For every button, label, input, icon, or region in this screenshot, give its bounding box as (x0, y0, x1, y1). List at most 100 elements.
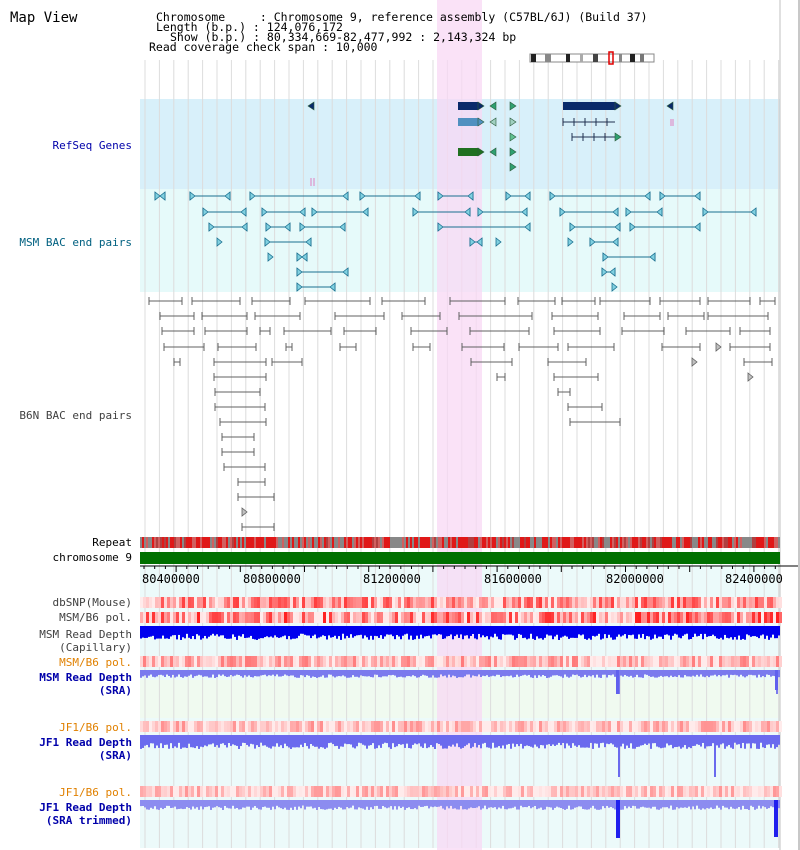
depth-bar (670, 735, 672, 745)
depth-bar (500, 626, 502, 640)
heat-cell (494, 656, 497, 667)
depth-bar (256, 670, 258, 677)
heat-cell (755, 656, 758, 667)
heat-cell (380, 721, 383, 732)
heat-cell (566, 656, 569, 667)
depth-bar (596, 735, 598, 744)
depth-bar (460, 735, 462, 749)
msm-bac-end-arrow (750, 207, 757, 217)
heat-cell (575, 597, 578, 608)
depth-bar (542, 670, 544, 676)
heat-cell (464, 597, 467, 608)
heat-cell (443, 656, 446, 667)
depth-bar (358, 670, 360, 678)
heat-cell (551, 786, 554, 797)
heat-cell (512, 597, 515, 608)
depth-bar (248, 800, 250, 807)
track-label-msm-read-depth-capillary[interactable]: MSM Read Depth (Capillary) (39, 628, 132, 654)
track-label-jf1-read-depth-sra[interactable]: JF1 Read Depth (SRA) (39, 736, 132, 762)
track-label-chromosome[interactable]: chromosome 9 (52, 551, 132, 564)
repeat-block (504, 537, 506, 548)
heat-cell (653, 721, 656, 732)
heat-cell (257, 597, 260, 608)
track-label-msm-bac[interactable]: MSM BAC end pairs (19, 236, 132, 249)
track-label-repeat[interactable]: Repeat (92, 536, 132, 549)
depth-bar (196, 735, 198, 747)
depth-bar (492, 800, 494, 808)
track-label-jf1-b6-pol[interactable]: JF1/B6 pol. (59, 721, 132, 734)
track-label-msm-b6-pol-sra[interactable]: MSM/B6 pol. (59, 656, 132, 669)
heat-cell (659, 597, 662, 608)
heat-cell (575, 656, 578, 667)
depth-bar (318, 626, 320, 638)
heat-cell (494, 597, 497, 608)
depth-bar (366, 735, 368, 749)
depth-bar (344, 735, 346, 744)
depth-bar (228, 670, 230, 677)
depth-bar (238, 735, 240, 749)
heat-cell (290, 597, 293, 608)
depth-bar (714, 735, 716, 777)
depth-bar (760, 800, 762, 809)
track-label-msm-b6-pol[interactable]: MSM/B6 pol. (59, 611, 132, 624)
depth-bar (590, 670, 592, 677)
depth-bar (578, 670, 580, 677)
repeat-block (514, 537, 516, 548)
heat-cell (416, 656, 419, 667)
heat-cell (161, 612, 164, 623)
repeat-block (776, 537, 778, 548)
depth-bar (438, 800, 440, 807)
depth-bar (750, 735, 752, 749)
depth-bar (718, 735, 720, 748)
depth-bar (396, 626, 398, 636)
track-label-b6n-bac[interactable]: B6N BAC end pairs (19, 409, 132, 422)
depth-bar (580, 735, 582, 748)
depth-bar (574, 800, 576, 808)
depth-bar (292, 735, 294, 748)
heat-cell (143, 597, 146, 608)
heat-cell (734, 721, 737, 732)
heat-cell (350, 656, 353, 667)
heat-cell (761, 721, 764, 732)
heat-cell (203, 721, 206, 732)
depth-bar (742, 626, 744, 639)
heat-cell (278, 612, 281, 623)
depth-bar (744, 735, 746, 749)
depth-bar (180, 800, 182, 809)
msm-bac-end-arrow (567, 237, 574, 247)
repeat-block (236, 537, 238, 548)
depth-bar (278, 626, 280, 638)
track-label-refseq-genes[interactable]: RefSeq Genes (52, 139, 132, 152)
repeat-block (368, 537, 370, 548)
depth-bar (266, 735, 268, 747)
repeat-block (598, 537, 600, 548)
heat-cell (176, 721, 179, 732)
heat-cell (746, 656, 749, 667)
track-label-jf1-b6-pol-2[interactable]: JF1/B6 pol. (59, 786, 132, 799)
heat-cell (410, 721, 413, 732)
heat-cell (716, 597, 719, 608)
heat-cell (311, 612, 314, 623)
track-label-dbsnp[interactable]: dbSNP(Mouse) (52, 596, 132, 609)
heat-cell (521, 656, 524, 667)
track-label-jf1-read-depth-trimmed[interactable]: JF1 Read Depth (SRA trimmed) (39, 801, 132, 827)
repeat-block (328, 537, 330, 548)
depth-bar (260, 800, 262, 810)
track-label-msm-read-depth-sra[interactable]: MSM Read Depth (SRA) (39, 671, 132, 697)
depth-bar (738, 735, 740, 745)
heat-cell (365, 612, 368, 623)
msm-bac-end-arrow (464, 207, 471, 217)
heat-cell (758, 786, 761, 797)
depth-bar (446, 735, 448, 749)
depth-bar (774, 626, 776, 639)
depth-bar (170, 735, 172, 744)
depth-bar (686, 626, 688, 634)
depth-bar (302, 670, 304, 676)
heat-cell (533, 656, 536, 667)
depth-bar (570, 735, 572, 748)
depth-bar (420, 800, 422, 807)
depth-bar (644, 800, 646, 808)
heat-cell (656, 786, 659, 797)
depth-bar (570, 626, 572, 638)
